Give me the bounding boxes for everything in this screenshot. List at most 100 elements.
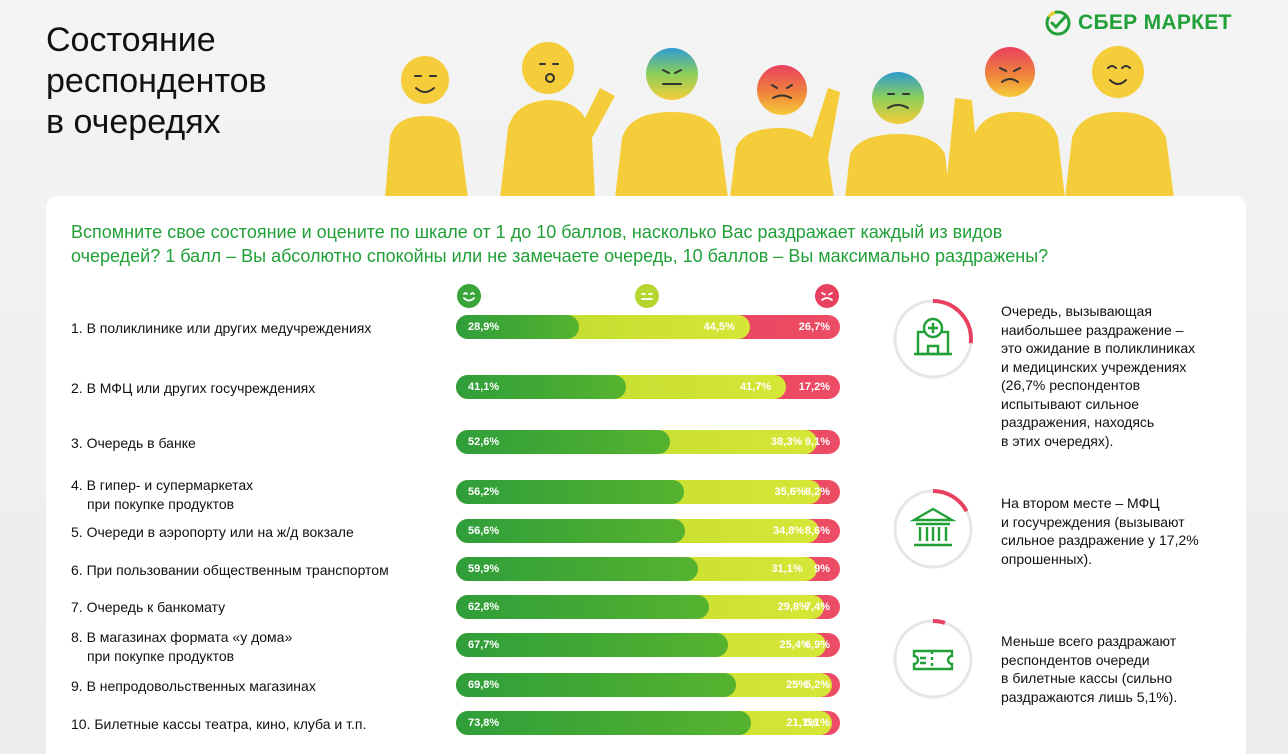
category-label: 7. Очередь к банкомату: [71, 598, 225, 617]
category-label: 8. В магазинах формата «у дома» при покуп…: [71, 628, 292, 666]
stacked-bar: 56,2% 35,6% 8,2%: [456, 480, 840, 504]
category-label: 4. В гипер- и супермаркетах при покупке п…: [71, 476, 253, 514]
question-line: очередей? 1 балл – Вы абсолютно спокойны…: [71, 246, 1049, 266]
title-line: респондентов: [46, 62, 267, 100]
people-illustration: [385, 42, 1174, 198]
category-label: 10. Билетные кассы театра, кино, клуба и…: [71, 715, 366, 734]
bar-segment-calm: [456, 673, 737, 697]
insight-line: в этих очередях).: [1001, 432, 1114, 449]
stacked-bar: 67,7% 25,4% 6,9%: [456, 633, 840, 657]
title-line: Состояние: [46, 21, 216, 59]
value-label-neutral: 29,8%: [777, 601, 809, 613]
category-label-line: при покупке продуктов: [87, 496, 235, 512]
value-label-irritated: 7,4%: [804, 601, 830, 613]
value-label-neutral: 35,6%: [774, 486, 806, 498]
value-label-irritated: 6,9%: [804, 639, 830, 651]
category-label-line: 6. При пользовании общественным транспор…: [71, 562, 389, 578]
value-label-neutral: 21,1%: [786, 717, 818, 729]
insight-line: Меньше всего раздражают: [1001, 633, 1177, 649]
value-label-irritated: 9,1%: [804, 436, 830, 448]
stacked-bar: 41,1% 41,7% 17,2%: [456, 375, 840, 399]
category-label-line: 9. В непродовольственных магазинах: [71, 678, 316, 694]
figure-head-icon: [401, 56, 449, 104]
angry-face-icon: [815, 284, 839, 308]
bar-segment-calm: [456, 557, 699, 581]
insight-line: раздражаются лишь 5,1%).: [1001, 688, 1178, 705]
value-label-neutral: 25%: [786, 679, 809, 691]
bar-segment-calm: [456, 375, 626, 399]
value-label-neutral: 44,5%: [703, 321, 735, 333]
bar-segment-calm: [456, 595, 710, 619]
insight-line: опрошенных).: [1001, 550, 1093, 567]
page-title: Состояние респондентов в очередях: [46, 20, 267, 143]
category-label-line: 8. В магазинах формата «у дома»: [71, 629, 293, 645]
smile-face-icon: [457, 284, 481, 308]
insight-line: наибольшее раздражение –: [1001, 321, 1184, 338]
brand-logo: СБЕР МАРКЕТ: [1044, 9, 1232, 37]
category-label-line: 10. Билетные кассы театра, кино, клуба и…: [71, 716, 367, 732]
value-label-neutral: 31,1%: [771, 563, 803, 575]
category-label: 6. При пользовании общественным транспор…: [71, 561, 389, 580]
value-label-irritated: 5,2%: [804, 679, 830, 691]
value-label-neutral: 25,4%: [779, 639, 811, 651]
insight-text: Очередь, вызывающая наибольшее раздражен…: [1001, 302, 1195, 450]
insight-line: испытывают сильное: [1001, 395, 1140, 412]
insight-line: в билетные кассы (сильно: [1001, 670, 1173, 686]
category-label: 3. Очередь в банке: [71, 434, 196, 453]
insight-line: и госучреждения (вызывают: [1001, 513, 1185, 530]
category-label: 9. В непродовольственных магазинах: [71, 677, 316, 696]
value-label-neutral: 34,8%: [772, 525, 805, 537]
clinic-icon: [893, 299, 973, 379]
value-label-irritated: 9%: [814, 563, 830, 575]
category-label-line: при покупке продуктов: [87, 648, 235, 664]
stacked-bar: 73,8% 21,1% 5,1%: [456, 711, 840, 735]
stacked-bar: 52,6% 38,3% 9,1%: [456, 430, 840, 454]
value-label-irritated: 8,6%: [804, 525, 830, 537]
category-label-line: 2. В МФЦ или других госучреждениях: [71, 380, 316, 396]
insight-text: Меньше всего раздражают респондентов оче…: [1001, 632, 1177, 706]
insight-line: На втором месте – МФЦ: [1001, 495, 1160, 511]
category-label-line: 4. В гипер- и супермаркетах: [71, 477, 254, 493]
value-label-irritated: 8,2%: [804, 486, 830, 498]
stacked-bar: 56,6% 34,8% 8,6%: [456, 519, 840, 543]
bar-segment-calm: [456, 633, 728, 657]
insight-line: (26,7% респондентов: [1001, 377, 1141, 393]
insight-line: респондентов очереди: [1001, 651, 1150, 668]
sber-logo-icon: [1045, 10, 1071, 36]
stacked-bar: 28,9% 44,5% 26,7%: [456, 315, 840, 339]
value-label-calm: 73,8%: [468, 717, 500, 729]
value-label-neutral: 41,7%: [739, 381, 772, 393]
bar-segment-calm: [456, 519, 686, 543]
insight-line: это ожидание в поликлиниках: [1001, 340, 1196, 356]
category-label-line: 5. Очереди в аэропорту или на ж/д вокзал…: [71, 524, 354, 540]
category-label: 2. В МФЦ или других госучреждениях: [71, 379, 315, 398]
value-label-calm: 67,7%: [468, 639, 500, 651]
insight-line: Очередь, вызывающая: [1001, 303, 1152, 319]
ticket-icon: [893, 619, 973, 699]
stacked-bar: 69,8% 25% 5,2%: [456, 673, 840, 697]
insight-line: раздражения, находясь: [1001, 414, 1155, 430]
insight-line: сильное раздражение у 17,2%: [1001, 532, 1199, 548]
value-label-calm: 28,9%: [468, 321, 500, 333]
value-label-calm: 59,9%: [468, 563, 500, 575]
bar-segment-calm: [456, 430, 670, 454]
category-label-line: 3. Очередь в банке: [71, 435, 196, 451]
category-label-line: 7. Очередь к банкомату: [71, 599, 226, 615]
value-label-calm: 62,8%: [468, 601, 500, 613]
value-label-irritated: 5,1%: [804, 717, 830, 729]
category-label-line: 1. В поликлинике или других медучреждени…: [71, 320, 372, 336]
value-label-calm: 69,8%: [468, 679, 500, 691]
value-label-calm: 52,6%: [468, 436, 500, 448]
bar-segment-calm: [456, 480, 684, 504]
bar-segment-calm: [456, 315, 579, 339]
value-label-calm: 56,6%: [468, 525, 500, 537]
insight-line: и медицинских учреждениях: [1001, 358, 1187, 375]
title-line: в очередях: [46, 103, 221, 141]
value-label-irritated: 17,2%: [798, 381, 830, 393]
survey-question: Вспомните свое состояние и оцените по шк…: [71, 220, 1191, 268]
value-label-neutral: 38,3%: [771, 436, 803, 448]
value-label-calm: 56,2%: [468, 486, 500, 498]
government-building-icon: [893, 489, 973, 569]
value-label-irritated: 26,7%: [798, 321, 830, 333]
question-line: Вспомните свое состояние и оцените по шк…: [71, 222, 1003, 242]
